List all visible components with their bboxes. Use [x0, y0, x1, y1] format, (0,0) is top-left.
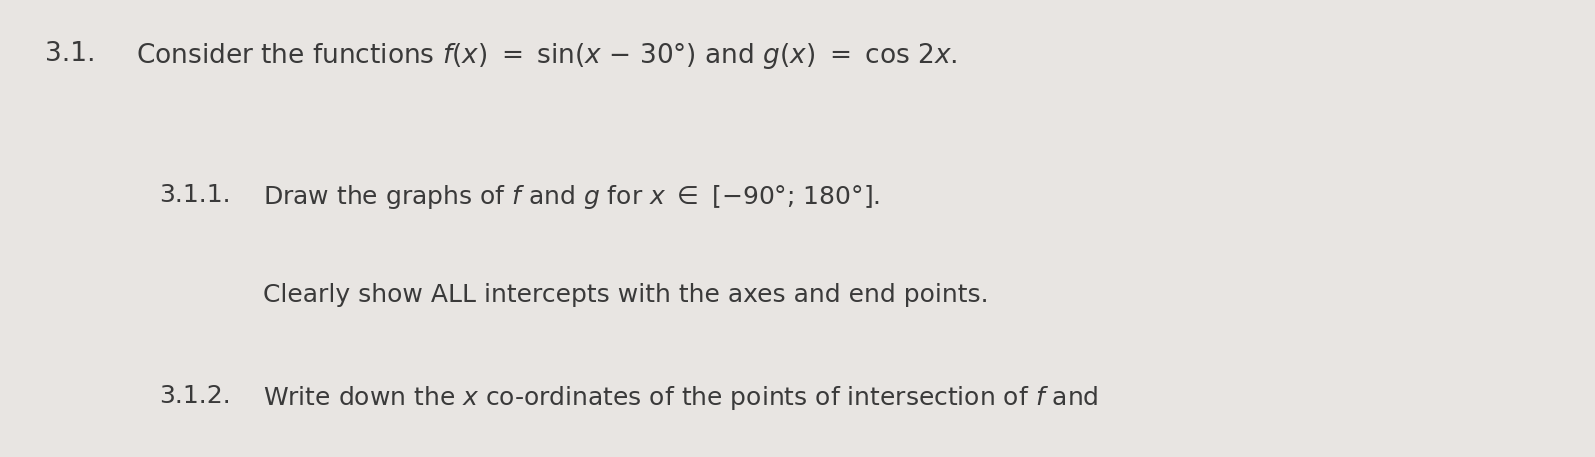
Text: Write down the $x$ co-ordinates of the points of intersection of $f$ and: Write down the $x$ co-ordinates of the p…	[263, 384, 1099, 412]
Text: Consider the functions $f$($x$) $=$ sin($x$ $-$ 30°) and $g$($x$) $=$ cos 2$x$.: Consider the functions $f$($x$) $=$ sin(…	[136, 41, 957, 71]
Text: Clearly show ALL intercepts with the axes and end points.: Clearly show ALL intercepts with the axe…	[263, 283, 989, 308]
Text: 3.1.1.: 3.1.1.	[160, 183, 231, 207]
Text: Draw the graphs of $f$ and $g$ for $x$ $\in$ [$-$90°; 180°].: Draw the graphs of $f$ and $g$ for $x$ $…	[263, 183, 880, 211]
Text: 3.1.: 3.1.	[45, 41, 96, 67]
Text: 3.1.2.: 3.1.2.	[160, 384, 231, 408]
